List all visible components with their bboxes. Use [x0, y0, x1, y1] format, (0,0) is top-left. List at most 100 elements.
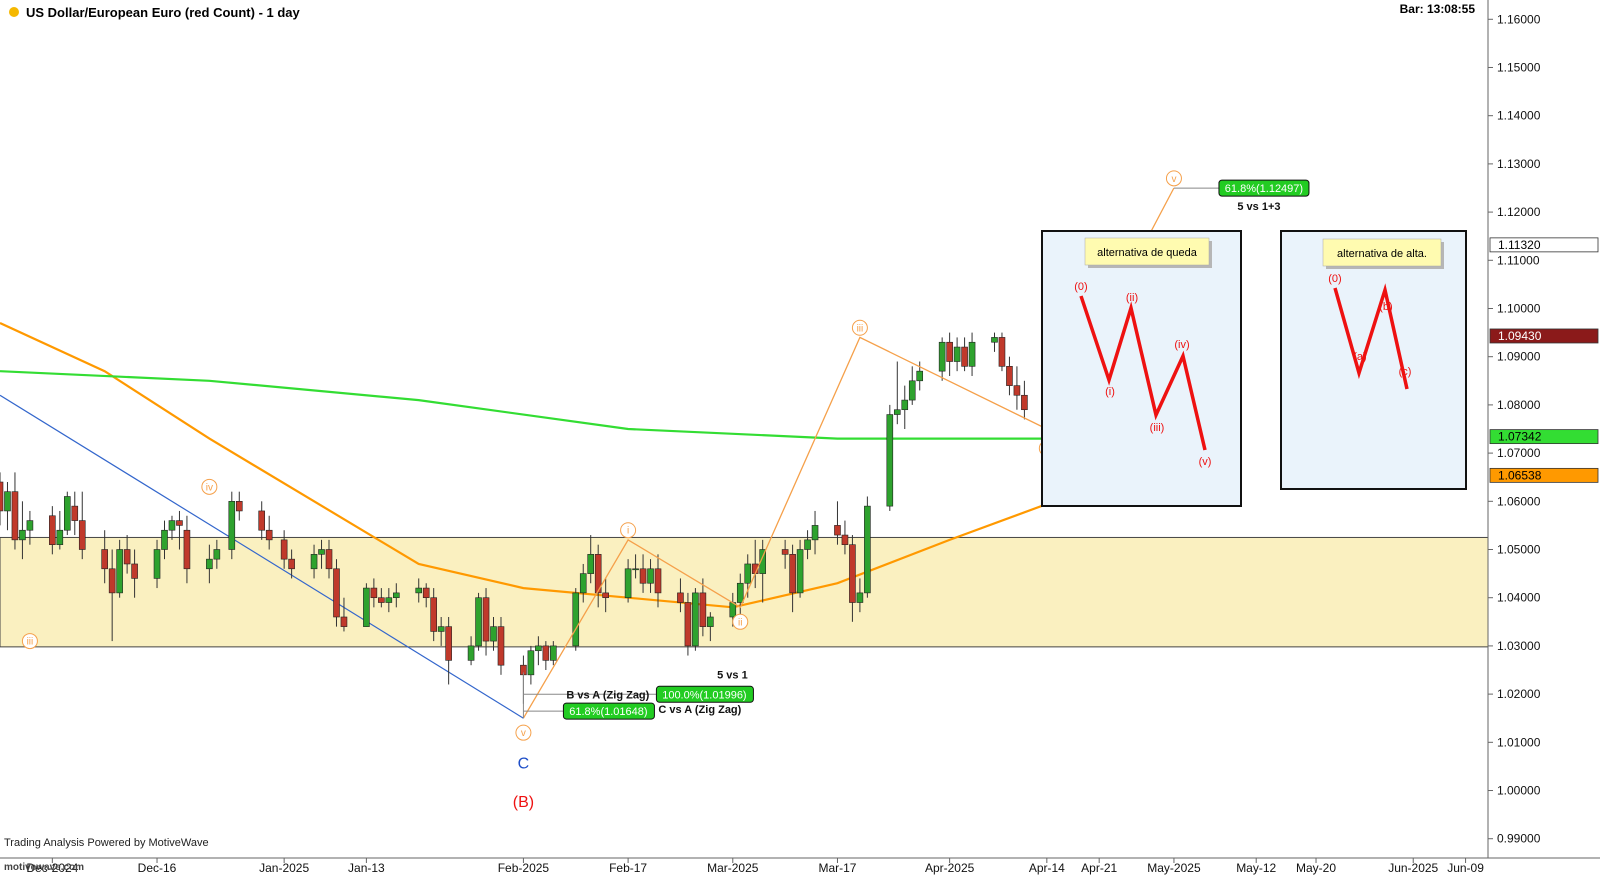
candle	[639, 554, 647, 593]
candle-body	[228, 501, 236, 550]
candle	[707, 612, 714, 642]
candle	[340, 597, 348, 632]
y-tick-label: 1.06000	[1497, 494, 1541, 508]
candle	[946, 332, 953, 376]
candle	[176, 510, 183, 550]
watermark-text: motivewave.com	[4, 862, 84, 873]
x-tick-label: May-2025	[1147, 861, 1201, 875]
candle	[19, 501, 26, 560]
y-tick-label: 1.11000	[1497, 253, 1540, 267]
x-tick-label: Apr-14	[1029, 861, 1065, 875]
candle-body	[71, 505, 79, 521]
candle-body	[692, 592, 699, 647]
candle-body	[707, 616, 714, 627]
y-tick-label: 1.14000	[1497, 109, 1541, 123]
wave-label: (c)	[1399, 366, 1412, 378]
candle-body	[0, 481, 4, 512]
wave-label: (iv)	[1174, 339, 1189, 351]
wave-label: (v)	[1199, 456, 1212, 468]
candle	[647, 559, 654, 593]
candle	[0, 472, 4, 526]
candle-body	[647, 568, 654, 584]
candle	[63, 491, 71, 536]
candle-body	[430, 597, 437, 632]
candle	[310, 544, 318, 579]
wave-label: (b)	[1379, 301, 1392, 313]
candle-body	[235, 501, 243, 512]
fib-note: C vs A (Zig Zag)	[658, 704, 741, 716]
candle-body	[258, 510, 266, 531]
trendline[interactable]	[0, 394, 524, 719]
candle-body	[1006, 366, 1013, 386]
wave-label: (ii)	[1126, 292, 1138, 304]
candle-body	[998, 337, 1006, 367]
y-tick-label: 1.02000	[1497, 687, 1541, 701]
degree-label: C	[518, 755, 530, 772]
candle-body	[849, 544, 856, 603]
candle	[953, 337, 961, 372]
candle-body	[168, 520, 176, 531]
candle-body	[153, 549, 161, 579]
candle-body	[759, 549, 766, 574]
candle	[280, 530, 288, 569]
candle	[153, 539, 161, 589]
wave-label-iii: iii	[857, 323, 864, 334]
candle-body	[318, 549, 325, 555]
support-zone	[0, 536, 1489, 648]
candle	[901, 385, 909, 429]
fib-note: 5 vs 1+3	[1237, 201, 1280, 213]
candle	[161, 520, 168, 560]
x-tick-label: Jun-2025	[1388, 861, 1438, 875]
price-marker-label: 1.11320	[1498, 238, 1541, 252]
y-tick-label: 1.07000	[1497, 446, 1541, 460]
wave-label-circle	[1165, 170, 1182, 187]
y-tick-label: 1.01000	[1497, 735, 1541, 749]
price-marker-label: 1.06538	[1498, 468, 1542, 482]
candle-body	[901, 399, 909, 411]
candle-body	[310, 554, 318, 570]
candle-body	[325, 549, 333, 570]
wave-label-circle	[732, 613, 749, 630]
wave-label-circle	[851, 319, 868, 336]
candle-body	[467, 645, 475, 661]
fib-badge-label: 61.8%(1.12497)	[1225, 183, 1303, 195]
candle-body	[834, 525, 841, 536]
wave-label-circle	[21, 633, 38, 650]
candle	[684, 592, 692, 656]
wave-label-iv: iv	[206, 482, 213, 493]
y-tick-label: 1.08000	[1497, 398, 1541, 412]
candle	[677, 578, 684, 613]
wave-label-circle	[201, 478, 218, 495]
candle	[213, 539, 221, 569]
candle-body	[123, 549, 131, 565]
candle	[938, 337, 946, 381]
candle	[26, 510, 34, 545]
bar-timer: Bar: 13:08:55	[1400, 2, 1476, 16]
candle-body	[49, 515, 56, 545]
candle-body	[893, 409, 901, 415]
candle-body	[781, 549, 789, 555]
x-tick-label: Mar-2025	[707, 861, 759, 875]
candle-body	[804, 539, 811, 550]
powered-by-text: Trading Analysis Powered by MotiveWave	[4, 837, 209, 849]
candle-body	[385, 597, 393, 603]
candle	[445, 616, 452, 685]
candle-body	[535, 645, 542, 652]
candle-body	[422, 587, 430, 599]
price-marker	[1489, 328, 1599, 344]
scenario-box-up: alternativa de alta. (0) (a) (b) (c)	[1280, 230, 1467, 490]
candle-body	[542, 645, 550, 661]
x-tick-label: Apr-21	[1081, 861, 1117, 875]
wave-label: (a)	[1353, 351, 1366, 363]
candle	[437, 616, 445, 646]
candle	[422, 583, 430, 608]
candle-body	[363, 587, 370, 627]
fib-badge	[1218, 179, 1310, 197]
candle-body	[1013, 385, 1021, 396]
candle-body	[736, 582, 744, 603]
candle-body	[811, 525, 819, 541]
candle-body	[961, 346, 968, 367]
candle	[131, 549, 138, 598]
candle-body	[699, 592, 707, 627]
